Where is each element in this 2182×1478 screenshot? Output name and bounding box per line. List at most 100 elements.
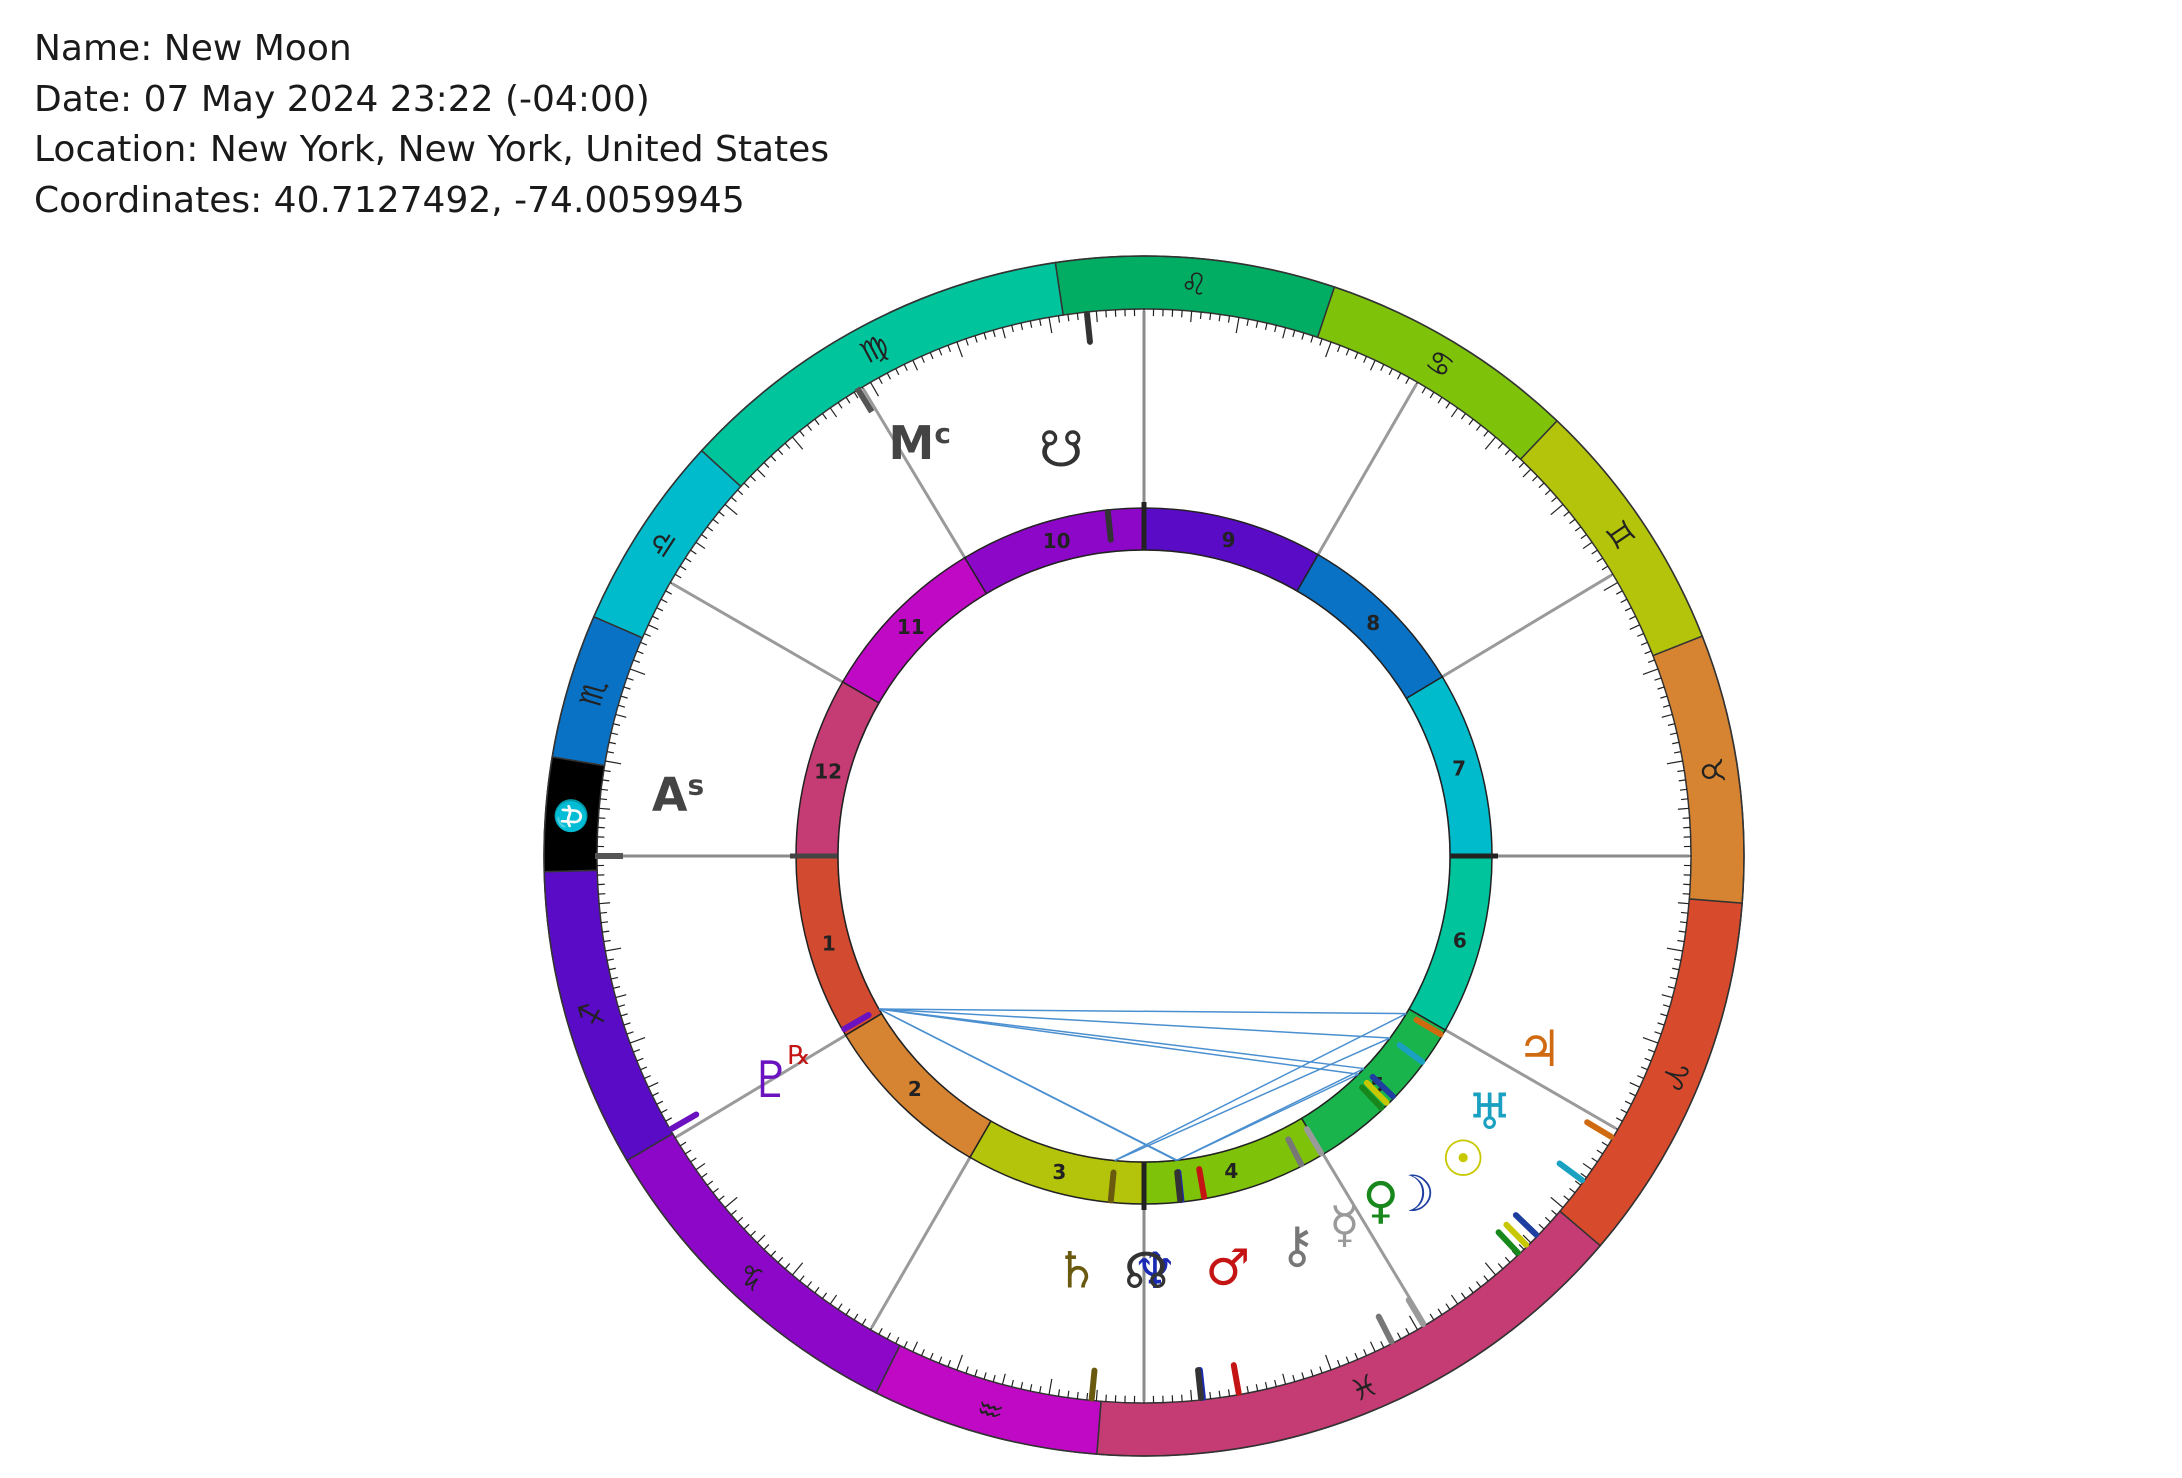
degree-tick (1544, 489, 1551, 496)
degree-tick (1190, 1389, 1193, 1401)
degree-tick (1666, 760, 1683, 765)
degree-tick (1076, 1391, 1079, 1399)
degree-tick (1029, 320, 1033, 328)
house-ring: 123456789101112 (790, 502, 1498, 1210)
degree-tick (1662, 1004, 1670, 1008)
degree-tick (633, 1048, 641, 1053)
planet-layer: ☉☽ ☿ ♀ ♂ ♃ ♄ ♅ ♆ ♇℞ ⚷ ☊ ☋ (669, 310, 1615, 1402)
degree-tick (1345, 1356, 1350, 1364)
degree-tick (853, 1313, 859, 1321)
chart-location: Location: New York, New York, United Sta… (34, 129, 830, 170)
degree-tick (983, 332, 987, 340)
degree-tick (706, 526, 714, 532)
pluto-retrograde-icon: ℞ (787, 1041, 810, 1071)
degree-tick (1603, 581, 1619, 592)
sun-outer-marker (1503, 1221, 1529, 1248)
degree-tick (1076, 313, 1079, 321)
degree-tick (1048, 317, 1053, 334)
sun-glyph-icon: ☉ (1441, 1130, 1486, 1188)
north-node-glyph-icon: ☊ (1124, 1242, 1168, 1300)
uranus-glyph-icon: ♅ (1467, 1083, 1512, 1141)
degree-tick (665, 1117, 672, 1122)
degree-tick (1672, 741, 1680, 745)
mercury-glyph-icon: ☿ (1329, 1196, 1360, 1254)
house-number-4: 4 (1224, 1159, 1238, 1183)
degree-tick (712, 1187, 719, 1194)
degree-tick (1336, 345, 1341, 353)
degree-tick (684, 1149, 692, 1155)
degree-tick (656, 1100, 664, 1105)
south-node-outer-marker (1084, 310, 1093, 345)
midheaven-marker (854, 386, 875, 414)
degree-tick (737, 1216, 744, 1223)
degree-tick (1354, 352, 1359, 360)
degree-tick (695, 1162, 706, 1171)
degree-tick (1624, 607, 1632, 612)
degree-tick (1475, 424, 1482, 431)
degree-tick (1642, 1037, 1659, 1044)
degree-tick (1460, 413, 1467, 420)
degree-tick (660, 1108, 668, 1114)
saturn-inner-marker (1107, 1169, 1117, 1204)
degree-tick (814, 418, 820, 426)
degree-tick (1563, 1195, 1570, 1201)
degree-tick (974, 1369, 978, 1377)
mars-glyph-icon: ♂ (1205, 1239, 1250, 1297)
degree-tick (878, 1328, 883, 1335)
degree-tick (1354, 1352, 1359, 1360)
degree-tick (1596, 1149, 1604, 1155)
degree-tick (1629, 615, 1636, 620)
degree-tick (791, 1262, 804, 1276)
degree-tick (912, 1341, 919, 1353)
degree-tick (1190, 311, 1193, 323)
degree-tick (1538, 482, 1545, 489)
degree-tick (1039, 318, 1042, 327)
house-number-6: 6 (1453, 929, 1467, 953)
degree-tick (636, 650, 644, 655)
house-cusp-line (1316, 383, 1418, 556)
degree-tick (829, 407, 838, 418)
ophiuchus-glyph-icon: ⛎ (552, 796, 591, 836)
degree-tick (1497, 442, 1504, 449)
degree-tick (644, 1075, 651, 1080)
degree-tick (1057, 315, 1061, 323)
sign-segment-virgo (700, 261, 1065, 488)
saturn-outer-marker (1088, 1367, 1098, 1402)
house-number-3: 3 (1052, 1160, 1066, 1184)
zodiac-sign-ring: ♈♉♊♋♌♍♎♏⛎♐♑♒♓ (543, 255, 1745, 1457)
degree-tick (886, 372, 892, 380)
degree-tick (1569, 518, 1576, 525)
north-node-outer-marker (1195, 1367, 1204, 1402)
moon-glyph-icon: ☽ (1391, 1165, 1436, 1223)
degree-tick (599, 902, 611, 905)
degree-tick (1574, 1180, 1582, 1186)
degree-tick (1640, 1066, 1648, 1071)
degree-tick (724, 503, 738, 516)
degree-tick (1518, 462, 1525, 468)
degree-tick (1667, 723, 1675, 726)
degree-tick (640, 1066, 648, 1071)
ascendant-label-sub: s (687, 768, 704, 801)
house-number-11: 11 (897, 615, 925, 639)
degree-tick (1020, 1382, 1024, 1390)
chiron-glyph-icon: ⚷ (1279, 1216, 1316, 1274)
ascendant-label: As (652, 768, 704, 822)
degree-tick (1640, 641, 1648, 646)
degree-tick (679, 1141, 687, 1147)
degree-tick (1661, 713, 1673, 718)
degree-tick (660, 598, 668, 604)
degree-tick (1235, 317, 1240, 334)
degree-tick (737, 489, 744, 496)
degree-tick (618, 704, 626, 708)
degree-tick (613, 723, 621, 726)
degree-tick (886, 1332, 892, 1340)
house-cusp-line (862, 388, 967, 559)
aspect-line (878, 1008, 1178, 1161)
degree-tick (1086, 1392, 1089, 1401)
house-number-10: 10 (1043, 529, 1071, 553)
degree-tick (1255, 320, 1259, 328)
degree-tick (712, 518, 719, 525)
degree-tick (701, 533, 708, 540)
degree-tick (730, 496, 737, 503)
midheaven-label-sub: c (934, 416, 951, 449)
